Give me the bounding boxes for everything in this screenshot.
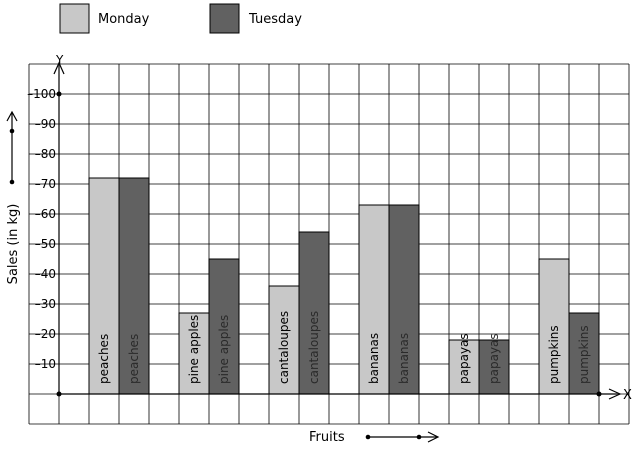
x-direction-arrow (365, 431, 440, 443)
bar (478, 339, 510, 395)
bar-category-label: papayas (487, 333, 501, 384)
y-tick-label: –10 (35, 357, 56, 371)
bar (388, 204, 420, 395)
bar (568, 312, 600, 395)
y-axis-letter: Y (55, 53, 64, 67)
bar-category-label: peaches (97, 334, 111, 384)
bar-category-label: pumpkins (577, 325, 591, 384)
y-tick-label: –90 (35, 117, 56, 131)
y-axis-end-dot (56, 91, 62, 97)
bar-category-label: pine apples (217, 315, 231, 384)
bar-category-label: pine apples (187, 315, 201, 384)
x-axis-title: Fruits (309, 430, 345, 445)
y-direction-arrow (6, 110, 18, 185)
bar-category-label: papayas (457, 333, 471, 384)
bar-category-label: cantaloupes (277, 311, 291, 384)
y-tick-label: –50 (35, 237, 56, 251)
y-tick-label: –70 (35, 177, 56, 191)
axes: X Y (53, 53, 632, 403)
bar (208, 258, 240, 395)
y-tick-label: –80 (35, 147, 56, 161)
bar-category-label: peaches (127, 334, 141, 384)
bar-category-label: cantaloupes (307, 311, 321, 384)
bars: peaches peaches pine apples pine apples cant… (88, 177, 600, 395)
bar-category-label: bananas (367, 333, 381, 384)
legend-label-monday: Monday (98, 12, 150, 27)
y-tick-label: –40 (35, 267, 56, 281)
y-axis-title: Sales (in kg) (6, 204, 21, 285)
bar (118, 177, 150, 395)
x-axis-letter: X (623, 388, 632, 403)
x-axis-arrow (608, 388, 622, 400)
legend-swatch-tuesday (209, 3, 240, 34)
y-tick-label: –60 (35, 207, 56, 221)
bar (268, 285, 300, 395)
y-tick-labels: –10 –20 –30 –40 –50 –60 –70 –80 –90 –100 (27, 87, 56, 371)
y-tick-label: –30 (35, 297, 56, 311)
bar-category-label: pumpkins (547, 325, 561, 384)
legend-label-tuesday: Tuesday (248, 12, 302, 27)
y-tick-label: –20 (35, 327, 56, 341)
bar (448, 339, 480, 395)
legend-swatch-monday (59, 3, 90, 34)
y-tick-label: –100 (27, 87, 56, 101)
bar (298, 231, 330, 395)
bar-category-label: bananas (397, 333, 411, 384)
x-axis-end-dot (596, 391, 602, 397)
y-axis-arrow (53, 61, 65, 75)
bar (538, 258, 570, 395)
legend: Monday Tuesday (59, 3, 302, 34)
bar (88, 177, 120, 395)
